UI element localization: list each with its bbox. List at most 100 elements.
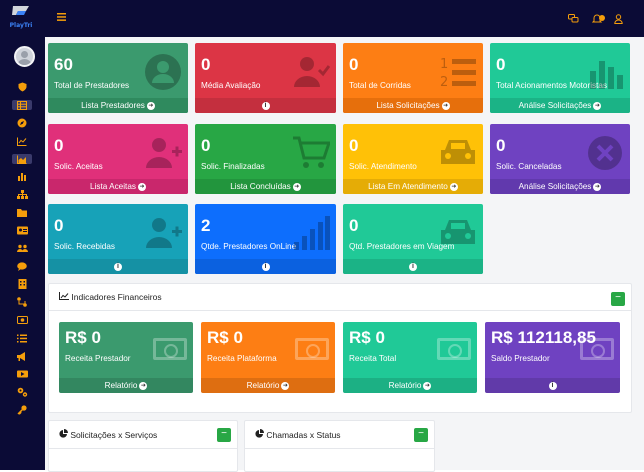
line-chart-icon[interactable]: [16, 136, 28, 146]
divider: [49, 310, 631, 311]
stat-card-prestadores-viagem: 0 Qtd. Prestadores em Viagem i: [343, 204, 483, 274]
stat-value: 60: [54, 55, 73, 74]
svg-text:1: 1: [440, 57, 448, 72]
stat-label: Solic. Canceladas: [496, 162, 562, 171]
list-icon[interactable]: [16, 333, 28, 343]
stat-footer-label: Lista Aceitas: [90, 182, 136, 191]
stat-label: Solic. Finalizadas: [201, 162, 265, 171]
arrow-circle-right-icon: ➜: [137, 182, 146, 191]
fin-footer[interactable]: i: [485, 378, 620, 393]
signal-icon: [294, 216, 330, 250]
money-icon: [295, 338, 329, 360]
collapse-button[interactable]: −: [414, 428, 428, 442]
folder-icon[interactable]: [16, 207, 28, 217]
lista-concluidas-link[interactable]: Lista Concluídas ➜: [195, 179, 336, 194]
stat-footer[interactable]: i: [195, 98, 336, 113]
line-chart-icon: [59, 292, 69, 300]
stat-footer[interactable]: i: [195, 259, 336, 274]
avatar[interactable]: [14, 46, 35, 67]
fin-footer-label: Relatório: [246, 381, 280, 390]
collapse-button[interactable]: −: [611, 292, 625, 306]
users-icon[interactable]: [16, 243, 28, 253]
chat-icon[interactable]: [568, 14, 579, 25]
info-icon: i: [114, 262, 122, 271]
bell-icon[interactable]: [591, 14, 605, 26]
top-navbar: PlayTri: [0, 0, 644, 37]
fin-label: Receita Prestador: [65, 354, 131, 363]
stat-value: 0: [54, 216, 64, 235]
arrow-circle-right-icon: ➜: [139, 381, 148, 390]
fin-footer-label: Relatório: [104, 381, 138, 390]
collapse-button[interactable]: −: [217, 428, 231, 442]
panel-title: Solicitações x Serviços: [59, 429, 157, 440]
shield-icon[interactable]: [16, 82, 28, 92]
stat-label: Solic. Atendimento: [349, 162, 417, 171]
bar-chart-icon[interactable]: [16, 171, 28, 181]
arrow-circle-right-icon: ➜: [441, 101, 450, 110]
stat-card-solic-aceitas: 0 Solic. Aceitas Lista Aceitas ➜: [48, 124, 188, 194]
stat-footer-label: Análise Solicitações: [518, 101, 592, 110]
relatorio-link[interactable]: Relatório ➜: [343, 378, 477, 393]
stat-footer-label: Análise Solicitações: [518, 182, 592, 191]
fin-value: R$ 0: [65, 328, 101, 347]
money-icon: [437, 338, 471, 360]
stat-footer[interactable]: i: [48, 259, 188, 274]
stat-value: 0: [349, 216, 359, 235]
lista-aceitas-link[interactable]: Lista Aceitas ➜: [48, 179, 188, 194]
fin-card-receita-prestador: R$ 0 Receita Prestador Relatório ➜: [59, 322, 193, 393]
user-icon[interactable]: [614, 14, 623, 26]
stat-footer-label: Lista Prestadores: [81, 101, 145, 110]
route-icon[interactable]: [16, 297, 28, 307]
analise-solicitacoes-link[interactable]: Análise Solicitações ➜: [490, 179, 630, 194]
hamburger-icon[interactable]: [57, 12, 67, 22]
id-card-icon[interactable]: [16, 225, 28, 235]
stat-label: Solic. Aceitas: [54, 162, 103, 171]
divider: [245, 448, 434, 449]
fin-card-saldo-prestador: R$ 112118,85 Saldo Prestador i: [485, 322, 620, 393]
lista-prestadores-link[interactable]: Lista Prestadores ➜: [48, 98, 188, 113]
arrow-circle-right-icon: ➜: [593, 182, 602, 191]
car-icon: [441, 220, 475, 244]
fin-card-receita-total: R$ 0 Receita Total Relatório ➜: [343, 322, 477, 393]
money-icon: [153, 338, 187, 360]
arrow-circle-right-icon: ➜: [449, 182, 458, 191]
megaphone-icon[interactable]: [16, 351, 28, 361]
lista-em-atendimento-link[interactable]: Lista Em Atendimento ➜: [343, 179, 483, 194]
building-icon[interactable]: [16, 279, 28, 289]
stat-value: 0: [349, 136, 359, 155]
cogs-icon[interactable]: [16, 387, 28, 397]
table-icon[interactable]: [12, 100, 32, 110]
key-icon[interactable]: [16, 405, 28, 415]
video-icon[interactable]: [16, 369, 28, 379]
area-chart-icon[interactable]: [12, 154, 32, 164]
stat-card-solic-atendimento: 0 Solic. Atendimento Lista Em Atendiment…: [343, 124, 483, 194]
stat-value: 0: [201, 55, 211, 74]
svg-text:2: 2: [440, 75, 448, 90]
arrow-circle-right-icon: ➜: [146, 101, 155, 110]
analise-solicitacoes-link[interactable]: Análise Solicitações ➜: [490, 98, 630, 113]
stat-card-acionamentos: 0 Total Acionamentos Motoristas Análise …: [490, 43, 630, 113]
money-icon[interactable]: [16, 315, 28, 325]
stat-footer-label: Lista Solicitações: [376, 101, 440, 110]
brand-logo[interactable]: PlayTri: [4, 3, 38, 33]
panel-solicitacoes-servicos: Solicitações x Serviços −: [48, 420, 238, 472]
info-icon: i: [548, 381, 557, 390]
stat-card-prestadores-online: 2 Qtde. Prestadores OnLine i: [195, 204, 336, 274]
stat-footer[interactable]: i: [343, 259, 483, 274]
stat-card-solic-canceladas: 0 Solic. Canceladas Análise Solicitações…: [490, 124, 630, 194]
panel-chamadas-status: Chamadas x Status −: [244, 420, 435, 472]
stat-card-total-prestadores: 60 Total de Prestadores Lista Prestadore…: [48, 43, 188, 113]
panel-title-text: Chamadas x Status: [266, 430, 341, 440]
stat-card-solic-finalizadas: 0 Solic. Finalizadas Lista Concluídas ➜: [195, 124, 336, 194]
comment-icon[interactable]: [16, 261, 28, 271]
relatorio-link[interactable]: Relatório ➜: [59, 378, 193, 393]
fin-label: Saldo Prestador: [491, 354, 550, 363]
relatorio-link[interactable]: Relatório ➜: [201, 378, 335, 393]
compass-icon[interactable]: [16, 118, 28, 128]
divider: [49, 448, 237, 449]
stat-label: Solic. Recebidas: [54, 242, 115, 251]
sitemap-icon[interactable]: [16, 189, 28, 199]
lista-solicitacoes-link[interactable]: Lista Solicitações ➜: [343, 98, 483, 113]
stat-label: Total de Prestadores: [54, 81, 130, 90]
